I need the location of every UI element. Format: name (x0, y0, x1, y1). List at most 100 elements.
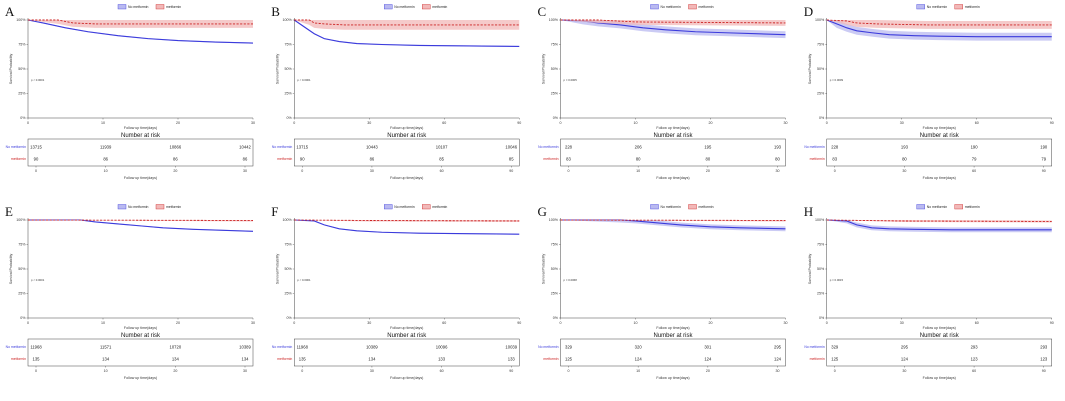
risk-table-box (560, 138, 786, 167)
risk-count-metformin: 134 (242, 357, 250, 362)
panel-f: F No metformin metformin 0% 25% 50% 75% 100% Sur… (271, 204, 521, 380)
x-tick-label: 0 (826, 321, 828, 325)
risk-count-metformin: 123 (971, 357, 979, 362)
y-tick-label: 100% (815, 18, 825, 22)
risk-count-no-metformin: 329 (831, 345, 839, 350)
p-value: p = 0.0005 (564, 78, 578, 82)
risk-group-label-metformin: metformin (277, 357, 292, 361)
legend-label-no-metformin: No metformin (394, 5, 414, 9)
risk-count-no-metformin: 11939 (100, 145, 112, 150)
risk-group-label-metformin: metformin (810, 357, 825, 361)
legend-swatch-metformin (954, 204, 963, 210)
x-tick-label: 20 (176, 321, 180, 325)
ci-band-no-metformin (826, 220, 1052, 233)
risk-count-metformin: 124 (901, 357, 909, 362)
y-tick-label: 25% (18, 92, 26, 96)
risk-count-metformin: 85 (509, 157, 514, 162)
risk-count-metformin: 125 (831, 357, 839, 362)
risk-group-label-no-metformin: No metformin (272, 145, 292, 149)
risk-count-no-metformin: 10866 (170, 145, 182, 150)
p-value: p = 0.0068 (564, 278, 578, 282)
risk-count-no-metformin: 13715 (30, 145, 42, 150)
risk-x-tick-label: 0 (568, 369, 570, 373)
legend-label-metformin: metformin (699, 205, 714, 209)
y-tick-label: 75% (18, 43, 26, 47)
x-axis-label: Follow up time(days) (390, 326, 423, 330)
y-tick-label: 100% (549, 218, 559, 222)
risk-x-axis-label: Follow up time(days) (390, 376, 423, 380)
risk-group-label-no-metformin: No metformin (538, 145, 558, 149)
risk-x-tick-label: 0 (834, 369, 836, 373)
risk-x-tick-label: 30 (243, 169, 247, 173)
y-axis-label: Survival Probability (9, 54, 13, 85)
x-tick-label: 30 (367, 321, 371, 325)
risk-x-tick-label: 20 (173, 169, 177, 173)
legend-swatch-metformin (155, 4, 165, 10)
survival-curve-metformin (560, 19, 786, 24)
risk-count-no-metformin: 10046 (505, 145, 517, 150)
risk-group-label-no-metformin: No metformin (6, 145, 26, 149)
risk-table-title: Number at risk (121, 133, 161, 139)
x-tick-label: 10 (101, 321, 105, 325)
x-tick-label: 30 (784, 321, 788, 325)
x-tick-label: 90 (1050, 121, 1054, 125)
risk-group-label-metformin: metformin (543, 157, 558, 161)
y-tick-label: 75% (551, 243, 559, 247)
p-value: p = 0.0015 (830, 278, 844, 282)
legend-swatch-metformin (422, 204, 431, 210)
x-tick-label: 60 (442, 121, 446, 125)
risk-x-tick-label: 30 (370, 369, 374, 373)
p-value: p < 0.0001 (297, 278, 311, 282)
risk-count-no-metformin: 193 (901, 145, 909, 150)
survival-curve-metformin (826, 19, 1052, 26)
y-tick-label: 100% (16, 18, 26, 22)
risk-x-tick-label: 60 (440, 369, 444, 373)
ci-band-metformin (560, 220, 786, 222)
risk-count-metformin: 83 (832, 157, 837, 162)
risk-count-metformin: 133 (508, 357, 516, 362)
risk-x-tick-label: 10 (104, 169, 108, 173)
y-tick-label: 25% (18, 292, 26, 296)
risk-group-label-no-metformin: No metformin (6, 345, 26, 349)
risk-count-metformin: 134 (102, 357, 110, 362)
risk-x-tick-label: 20 (706, 169, 710, 173)
legend-label-metformin: metformin (166, 205, 181, 209)
risk-count-metformin: 86 (103, 157, 108, 162)
panel-letter: D (804, 4, 813, 19)
risk-group-label-no-metformin: No metformin (272, 345, 292, 349)
risk-x-tick-label: 30 (902, 169, 906, 173)
risk-table-box (826, 138, 1052, 167)
legend-label-no-metformin: No metformin (927, 205, 947, 209)
y-tick-label: 0% (20, 316, 26, 320)
risk-table-title: Number at risk (121, 333, 161, 339)
risk-x-axis-label: Follow up time(days) (923, 176, 956, 180)
y-tick-label: 75% (551, 43, 559, 47)
y-tick-label: 50% (18, 267, 26, 271)
risk-table-box (294, 138, 520, 167)
y-tick-label: 75% (817, 43, 825, 47)
panel-letter: H (804, 204, 813, 219)
risk-table-title: Number at risk (920, 133, 960, 139)
legend-swatch-no-metformin (916, 4, 925, 10)
y-tick-label: 50% (817, 67, 825, 71)
x-tick-label: 90 (1050, 321, 1054, 325)
y-tick-label: 75% (285, 43, 293, 47)
risk-x-tick-label: 60 (972, 369, 976, 373)
y-tick-label: 25% (817, 92, 825, 96)
risk-table-title: Number at risk (387, 133, 427, 139)
panel-e: E No metformin metformin 0% 25% 50% 75% 100% Sur… (5, 204, 255, 380)
legend-label-no-metformin: No metformin (927, 5, 947, 9)
legend-swatch-metformin (688, 204, 697, 210)
risk-count-no-metformin: 10720 (170, 345, 182, 350)
risk-x-tick-label: 30 (243, 369, 247, 373)
y-tick-label: 25% (285, 292, 293, 296)
legend-swatch-no-metformin (916, 204, 925, 210)
p-value: p < 0.0001 (297, 78, 311, 82)
panel-letter: G (538, 204, 547, 219)
y-tick-label: 100% (549, 18, 559, 22)
y-tick-label: 50% (817, 267, 825, 271)
risk-x-tick-label: 0 (35, 369, 37, 373)
risk-x-tick-label: 0 (301, 369, 303, 373)
risk-group-label-metformin: metformin (11, 157, 26, 161)
legend-label-metformin: metformin (432, 205, 447, 209)
